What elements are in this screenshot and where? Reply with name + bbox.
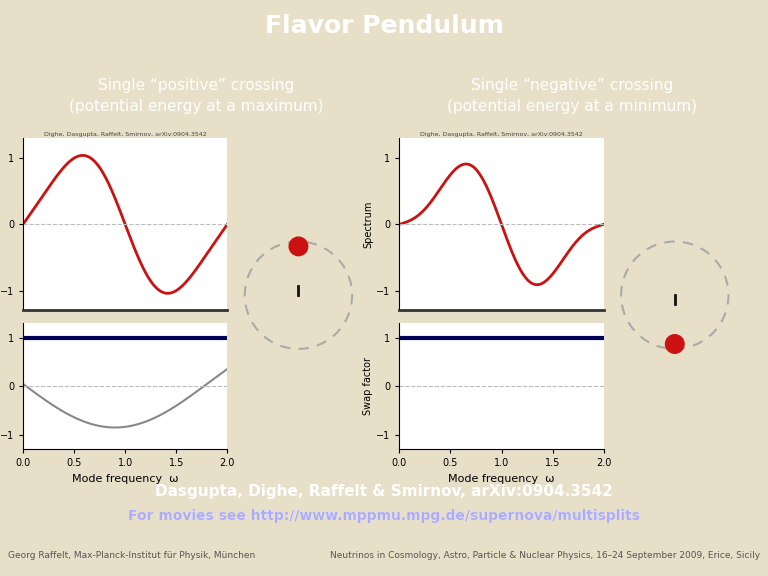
Text: Georg Raffelt, Max-Planck-Institut für Physik, München: Georg Raffelt, Max-Planck-Institut für P… xyxy=(8,551,255,560)
Text: Neutrinos in Cosmology, Astro, Particle & Nuclear Physics, 16–24 September 2009,: Neutrinos in Cosmology, Astro, Particle … xyxy=(330,551,760,560)
Circle shape xyxy=(290,237,308,256)
X-axis label: Mode frequency  ω: Mode frequency ω xyxy=(449,474,554,484)
Text: Dighe, Dasgupta, Raffelt, Smirnov, arXiv:0904.3542: Dighe, Dasgupta, Raffelt, Smirnov, arXiv… xyxy=(420,131,583,137)
Text: For movies see http://www.mppmu.mpg.de/supernova/multisplits: For movies see http://www.mppmu.mpg.de/s… xyxy=(128,509,640,523)
X-axis label: Mode frequency  ω: Mode frequency ω xyxy=(72,474,178,484)
Text: Flavor Pendulum: Flavor Pendulum xyxy=(264,14,504,39)
Y-axis label: Swap factor: Swap factor xyxy=(363,357,373,415)
Circle shape xyxy=(666,335,684,353)
Text: For movies see http://www.mppmu.mpg.de/supernova/multisplits: For movies see http://www.mppmu.mpg.de/s… xyxy=(128,509,640,523)
Text: Dasgupta, Dighe, Raffelt & Smirnov, arXiv:0904.3542: Dasgupta, Dighe, Raffelt & Smirnov, arXi… xyxy=(155,484,613,499)
Y-axis label: Spectrum: Spectrum xyxy=(363,200,373,248)
Text: Single “negative” crossing
(potential energy at a minimum): Single “negative” crossing (potential en… xyxy=(447,78,697,115)
Text: Single “positive” crossing
(potential energy at a maximum): Single “positive” crossing (potential en… xyxy=(68,78,323,115)
Text: Dighe, Dasgupta, Raffelt, Smirnov, arXiv:0904.3542: Dighe, Dasgupta, Raffelt, Smirnov, arXiv… xyxy=(44,131,207,137)
